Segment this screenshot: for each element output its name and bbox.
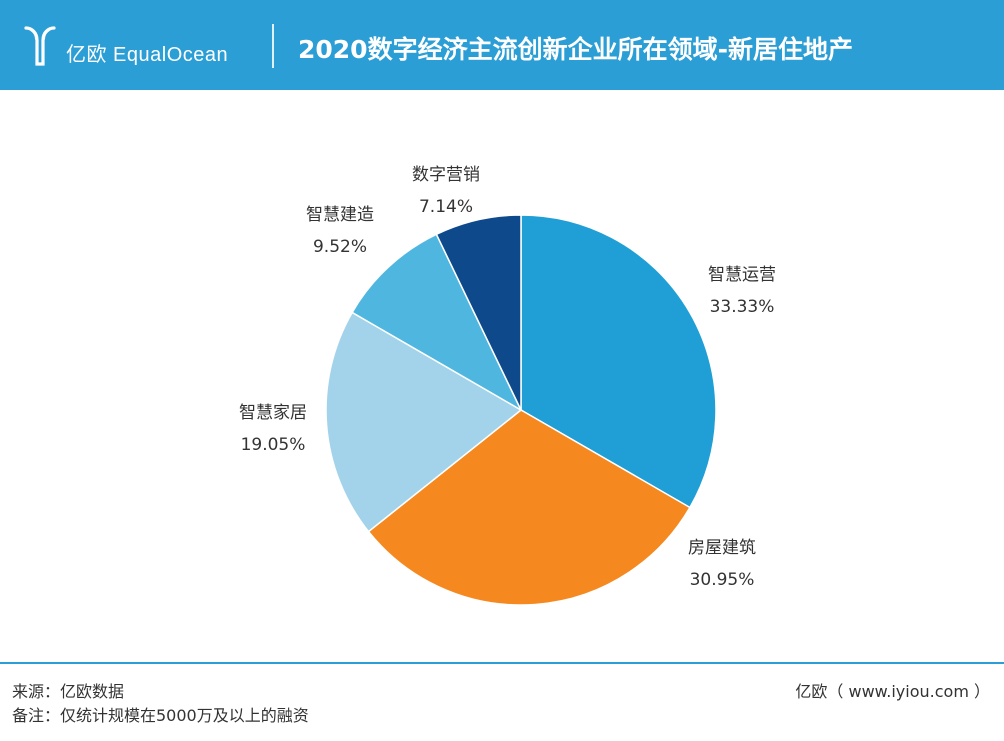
pie-chart: 智慧运营 33.33% 房屋建筑 30.95% 智慧家居 19.05% 智慧建造 9.52% 数…: [239, 165, 776, 606]
footer-divider: [0, 662, 1004, 664]
slice-label: 智慧家居: [239, 403, 307, 423]
slice-value-label: 30.95%: [690, 570, 755, 590]
header-divider: [272, 24, 274, 68]
logo-text: 亿欧 EqualOcean: [66, 44, 229, 66]
pie-slice: [351, 233, 523, 412]
slice-label: 数字营销: [412, 165, 480, 185]
slice-value-label: 7.14%: [419, 197, 473, 217]
site-link[interactable]: 亿欧（ www.iyiou.com ）: [795, 682, 990, 701]
source-text: 来源：亿欧数据: [12, 682, 125, 701]
note-text: 备注：仅统计规模在5000万及以上的融资: [12, 706, 309, 725]
equalocean-logo-icon: [24, 26, 56, 66]
footer-notes: 来源：亿欧数据 备注：仅统计规模在5000万及以上的融资: [12, 680, 309, 728]
pie-slice: [325, 311, 523, 533]
slice-value-label: 9.52%: [313, 237, 367, 257]
slice-value-label: 19.05%: [241, 435, 306, 455]
slice-label: 房屋建筑: [688, 538, 756, 558]
pie-slice: [435, 214, 522, 411]
header-bar: 亿欧 EqualOcean 2020数字经济主流创新企业所在领域-新居住地产: [0, 0, 1004, 90]
slice-label: 智慧建造: [306, 205, 374, 225]
page-title: 2020数字经济主流创新企业所在领域-新居住地产: [298, 35, 853, 64]
slice-label: 智慧运营: [708, 265, 776, 285]
slice-value-label: 33.33%: [710, 297, 775, 317]
pie-slice: [520, 214, 717, 509]
pie-slice: [367, 409, 691, 606]
